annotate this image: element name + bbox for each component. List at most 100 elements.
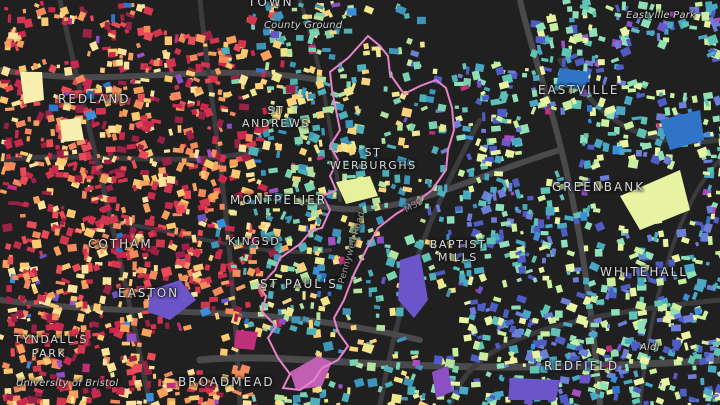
building	[649, 368, 658, 375]
building	[230, 169, 241, 179]
building	[582, 37, 589, 44]
building	[635, 301, 647, 311]
building	[306, 140, 311, 145]
building	[703, 222, 714, 234]
building	[55, 280, 66, 286]
building	[239, 256, 245, 262]
building	[401, 107, 413, 118]
building	[693, 307, 703, 316]
building	[133, 86, 144, 95]
building	[234, 238, 242, 246]
building	[6, 285, 12, 292]
building	[468, 169, 475, 177]
building	[712, 340, 720, 347]
building	[695, 314, 707, 321]
building	[510, 191, 515, 196]
label-cotham: COTHAM	[88, 237, 153, 251]
building	[124, 246, 134, 252]
building	[184, 396, 191, 404]
building	[494, 390, 504, 398]
building	[17, 333, 28, 340]
building	[230, 264, 237, 269]
building	[716, 145, 720, 152]
building	[183, 33, 191, 40]
building	[488, 137, 497, 144]
building	[25, 337, 36, 344]
building	[280, 60, 285, 68]
building	[583, 160, 592, 169]
building	[310, 99, 316, 105]
building	[667, 21, 674, 29]
building	[53, 14, 60, 19]
building	[531, 350, 541, 359]
building	[470, 354, 482, 363]
building	[418, 178, 422, 183]
building	[658, 355, 666, 361]
building	[79, 6, 85, 13]
building	[255, 82, 264, 90]
building	[359, 224, 365, 233]
building	[104, 322, 112, 329]
building	[633, 377, 645, 386]
building	[532, 231, 541, 242]
building	[587, 279, 597, 288]
building	[371, 197, 381, 205]
building	[105, 146, 116, 153]
building	[130, 317, 138, 326]
building	[625, 292, 630, 300]
building	[223, 41, 229, 48]
building	[337, 67, 345, 73]
building	[70, 60, 80, 69]
building	[587, 387, 596, 393]
building	[559, 194, 565, 201]
building	[654, 138, 663, 147]
building	[258, 134, 263, 139]
building	[413, 61, 421, 70]
building	[606, 362, 613, 369]
label-redfield: REDFIELD	[544, 359, 620, 373]
building	[289, 61, 297, 68]
building	[188, 380, 199, 391]
building	[165, 57, 177, 69]
building	[568, 45, 573, 50]
building	[344, 245, 350, 250]
building	[657, 295, 665, 301]
building	[501, 118, 508, 124]
building	[711, 22, 718, 33]
building	[424, 239, 434, 246]
building	[210, 149, 217, 158]
building	[693, 13, 701, 21]
building	[428, 272, 437, 281]
building	[541, 304, 551, 314]
building	[84, 185, 95, 193]
building	[162, 51, 171, 60]
building	[280, 264, 289, 273]
building	[129, 10, 136, 16]
building	[338, 383, 343, 389]
building	[559, 393, 569, 404]
building	[680, 236, 690, 245]
building	[326, 160, 334, 166]
building	[176, 188, 186, 198]
building	[337, 256, 347, 265]
building	[285, 84, 296, 94]
building	[561, 58, 566, 67]
building	[3, 368, 14, 375]
building	[308, 319, 314, 329]
building	[100, 375, 105, 385]
building	[656, 4, 662, 13]
building	[291, 316, 301, 324]
building	[257, 287, 266, 298]
label-eastville: EASTVILLE	[538, 83, 620, 97]
building	[303, 14, 308, 20]
building	[589, 329, 598, 339]
building	[197, 229, 204, 237]
building	[459, 274, 466, 283]
building	[435, 204, 441, 213]
building	[247, 321, 255, 328]
building	[31, 231, 41, 239]
building	[197, 188, 207, 198]
building	[60, 277, 71, 284]
building	[189, 141, 199, 150]
